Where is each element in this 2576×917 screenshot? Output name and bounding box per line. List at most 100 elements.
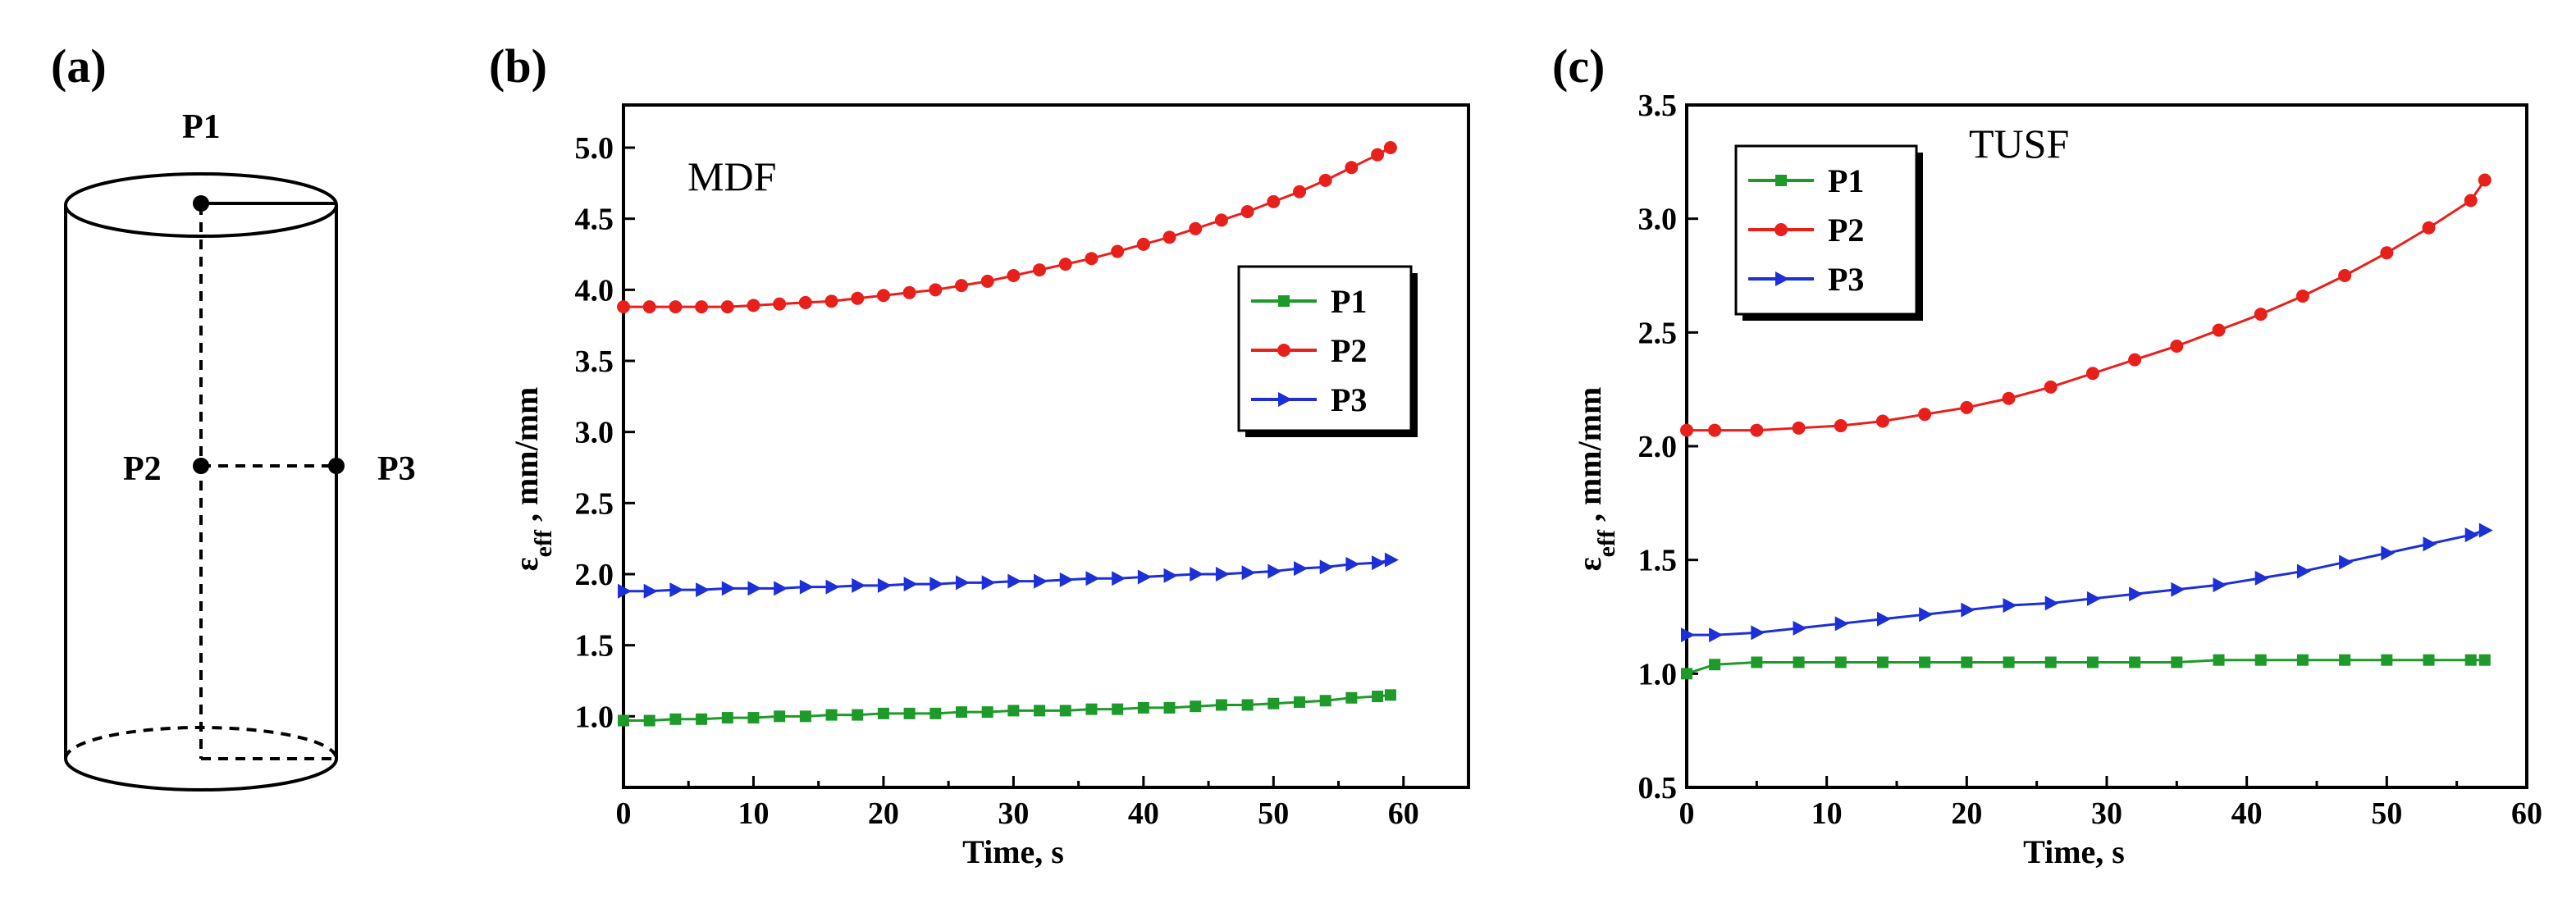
- chart-mdf-series-p3-point: [1059, 572, 1074, 587]
- chart-mdf-series-p2-point: [980, 274, 994, 288]
- point-p2-dot: [193, 458, 209, 474]
- chart-tusf-series-p1-point: [2464, 654, 2477, 666]
- chart-tusf-series-p1-point: [2296, 654, 2309, 666]
- chart-mdf-series-p1-point: [721, 712, 733, 724]
- chart-tusf-legend-marker-p3: [1775, 271, 1789, 286]
- chart-tusf-y-tick-label: 0.5: [1638, 771, 1678, 805]
- chart-mdf-x-tick-label: 10: [738, 796, 769, 831]
- chart-mdf-series-p1-point: [618, 714, 629, 727]
- chart-mdf-x-tick-label: 60: [1388, 796, 1419, 831]
- y-axis-units: , mm/mm: [1571, 387, 1608, 530]
- chart-mdf-series-p2-point: [824, 294, 838, 308]
- chart-mdf-series-p2-point: [1240, 205, 1254, 218]
- chart-tusf-series-p3-point: [2254, 570, 2269, 586]
- chart-mdf-series-p2-point: [798, 295, 812, 309]
- chart-tusf-series-p2-point: [1875, 414, 1889, 428]
- chart-tusf-x-tick-label: 30: [2091, 796, 2122, 831]
- chart-mdf-series-p2-point: [747, 299, 760, 313]
- panel-a: (a) P1 P2 P3: [51, 39, 416, 792]
- chart-tusf-series-p2-point: [2295, 289, 2309, 303]
- chart-mdf-series-p1-point: [981, 706, 993, 719]
- chart-tusf-series-p2-point: [1750, 423, 1764, 437]
- chart-mdf-legend-label-p1: P1: [1331, 283, 1367, 320]
- chart-tusf-series-p2-point: [2128, 353, 2142, 367]
- chart-tusf-x-tick-label: 10: [1811, 796, 1843, 831]
- chart-mdf-series-p3-point: [1267, 563, 1282, 579]
- chart-mdf-series-p3-point: [1384, 552, 1399, 568]
- chart-mdf-series-p1-point: [1267, 697, 1280, 709]
- chart-mdf-series-p2-point: [773, 297, 787, 311]
- chart-tusf-x-tick-label: 50: [2371, 796, 2402, 831]
- chart-mdf: (b) MDF Time, s εeff , mm/mm 0 10 20 30 40 50…: [489, 39, 1470, 870]
- chart-mdf-series-p2-point: [1058, 258, 1072, 271]
- chart-tusf-x-tick-label: 60: [2511, 796, 2542, 831]
- chart-mdf-series-p1-point: [1345, 691, 1358, 704]
- chart-tusf-series-p3-point: [2213, 577, 2227, 593]
- chart-tusf-series-p1-point: [2478, 654, 2491, 666]
- chart-tusf-x-tick-label: 0: [1679, 796, 1695, 831]
- chart-tusf-series-p3-point: [2129, 586, 2144, 602]
- chart-tusf-series-p2-point: [1792, 421, 1806, 435]
- chart-tusf-series-p2-point: [2464, 194, 2478, 208]
- cylinder-bottom-front-arc: [64, 758, 338, 792]
- chart-mdf-legend-label-p3: P3: [1331, 381, 1367, 418]
- chart-mdf-series-p3-point: [1294, 561, 1308, 577]
- chart-tusf-series-p1-point: [2044, 656, 2057, 668]
- chart-tusf-series-p2-point: [1960, 400, 1974, 414]
- chart-tusf-series-p3-line: [1687, 529, 2486, 636]
- chart-mdf-legend-box: [1237, 265, 1413, 432]
- chart-mdf-y-tick-label: 4.0: [575, 273, 614, 308]
- chart-mdf-y-tick-label: 1.0: [575, 700, 614, 734]
- chart-mdf-series-p1-point: [1384, 689, 1396, 701]
- chart-tusf-series-p2-point: [1708, 423, 1722, 437]
- chart-tusf-series-p2-point: [2380, 246, 2394, 260]
- chart-mdf-y-tick-label: 2.0: [575, 558, 614, 592]
- chart-mdf-series-p3-point: [1241, 565, 1256, 581]
- chart-mdf-series-p1-point: [1137, 701, 1149, 714]
- chart-tusf-series-p1-point: [2423, 654, 2435, 666]
- chart-mdf-series-p3-point: [1112, 571, 1126, 586]
- chart-tusf-legend-label-p2: P2: [1828, 212, 1864, 249]
- chart-mdf-x-tick-label: 0: [616, 796, 632, 831]
- chart-mdf-series-p2-point: [955, 279, 968, 293]
- chart-mdf-series-p1-point: [1034, 705, 1046, 717]
- chart-tusf-series-p3-point: [1793, 620, 1807, 636]
- chart-tusf-series-p1-line: [1686, 659, 2485, 675]
- chart-tusf-title: TUSF: [1969, 121, 2069, 167]
- chart-tusf-series-p3-point: [2296, 563, 2311, 579]
- chart-mdf-series-p1-point: [1085, 703, 1098, 715]
- chart-mdf-series-p1-point: [669, 713, 682, 725]
- chart-mdf-series-p3-point: [774, 581, 788, 596]
- chart-mdf-series-p1-point: [1215, 699, 1227, 711]
- chart-mdf-series-p2-point: [902, 285, 916, 299]
- chart-tusf-series-p2-point: [2212, 323, 2226, 337]
- chart-mdf-series-p3-point: [929, 577, 944, 592]
- chart-tusf-series-p3-point: [1876, 611, 1891, 627]
- chart-mdf-series-p2-point: [617, 300, 630, 314]
- chart-mdf-series-p1-point: [1007, 705, 1020, 717]
- chart-mdf-legend-label-p2: P2: [1331, 332, 1367, 369]
- point-label-p3: P3: [377, 450, 416, 488]
- chart-mdf-series-p2-point: [642, 300, 656, 314]
- chart-tusf-series-p3-point: [2171, 582, 2185, 597]
- chart-mdf-series-p1-point: [1319, 695, 1331, 707]
- chart-mdf-y-tick-label: 5.0: [575, 131, 614, 166]
- point-p1-dot: [193, 195, 209, 212]
- chart-tusf-series-p3-point: [1834, 616, 1849, 632]
- chart-mdf-series-p2-point: [1189, 221, 1203, 235]
- chart-mdf-series-p3-point: [852, 577, 866, 593]
- chart-mdf-x-axis-title: Time, s: [962, 833, 1064, 870]
- chart-mdf-series-p1-point: [852, 709, 864, 721]
- chart-mdf-series-p1-point: [1190, 700, 1202, 713]
- chart-mdf-series-p3-point: [1372, 555, 1386, 571]
- chart-tusf-y-tick-label: 2.5: [1638, 316, 1678, 350]
- chart-tusf-legend-label-p3: P3: [1828, 261, 1864, 298]
- chart-mdf-series-p3-point: [825, 579, 840, 595]
- chart-tusf-legend-marker-p1: [1775, 175, 1787, 186]
- chart-mdf-legend-marker-p3: [1278, 392, 1292, 407]
- chart-mdf-series-p1-point: [877, 707, 889, 719]
- panel-b-label: (b): [489, 39, 547, 93]
- chart-mdf-series-p2-point: [1267, 194, 1281, 208]
- chart-tusf-series-p1-point: [1834, 656, 1847, 668]
